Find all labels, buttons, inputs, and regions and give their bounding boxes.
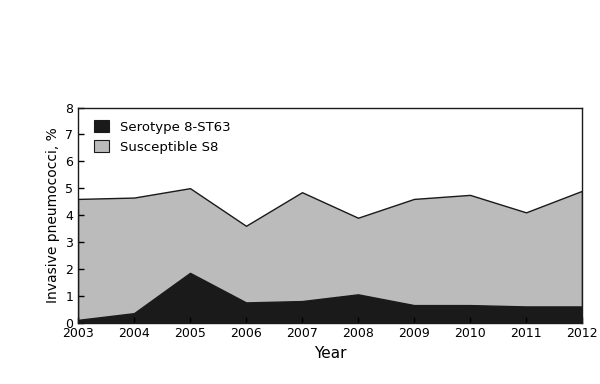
Y-axis label: Invasive pneumococci, %: Invasive pneumococci, %: [46, 127, 59, 303]
Legend: Serotype 8-ST63, Susceptible S8: Serotype 8-ST63, Susceptible S8: [89, 116, 235, 157]
X-axis label: Year: Year: [314, 346, 346, 361]
